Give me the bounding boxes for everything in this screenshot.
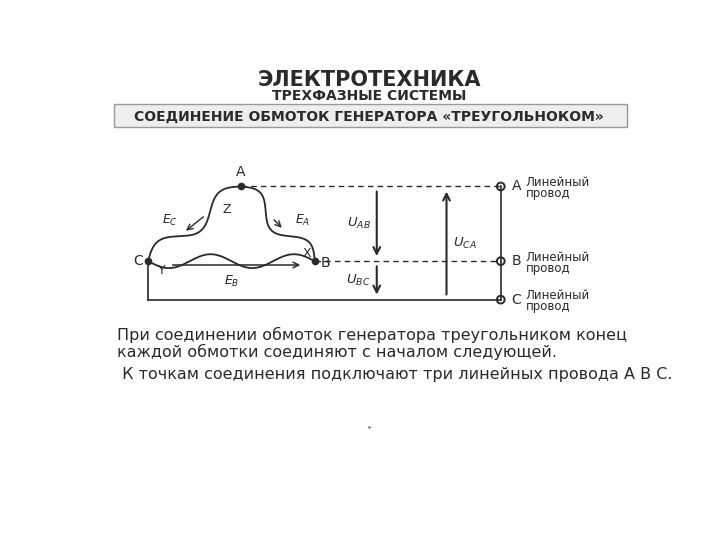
Text: провод: провод <box>526 261 570 274</box>
Text: B: B <box>512 254 521 268</box>
Text: ТРЕХФАЗНЫЕ СИСТЕМЫ: ТРЕХФАЗНЫЕ СИСТЕМЫ <box>272 89 466 103</box>
Text: $E_A$: $E_A$ <box>295 212 310 227</box>
FancyBboxPatch shape <box>114 104 627 127</box>
Text: Линейный: Линейный <box>526 176 590 189</box>
Text: Линейный: Линейный <box>526 289 590 302</box>
Text: $E_B$: $E_B$ <box>224 274 239 289</box>
Text: $U_{AB}$: $U_{AB}$ <box>347 216 371 231</box>
Text: Линейный: Линейный <box>526 251 590 264</box>
Text: К точкам соединения подключают три линейных провода А В С.: К точкам соединения подключают три линей… <box>117 367 672 382</box>
Text: $U_{BC}$: $U_{BC}$ <box>346 273 371 288</box>
Text: B: B <box>321 256 330 269</box>
Text: При соединении обмоток генератора треугольником конец: При соединении обмоток генератора треуго… <box>117 327 627 343</box>
Text: ЭЛЕКТРОТЕХНИКА: ЭЛЕКТРОТЕХНИКА <box>257 70 481 90</box>
Text: C: C <box>512 293 521 307</box>
Text: провод: провод <box>526 187 570 200</box>
Text: СОЕДИНЕНИЕ ОБМОТОК ГЕНЕРАТОРА «ТРЕУГОЛЬНОКОМ»: СОЕДИНЕНИЕ ОБМОТОК ГЕНЕРАТОРА «ТРЕУГОЛЬН… <box>134 110 604 123</box>
Text: A: A <box>236 165 246 179</box>
Text: каждой обмотки соединяют с началом следующей.: каждой обмотки соединяют с началом следу… <box>117 343 557 360</box>
Text: Z: Z <box>223 203 231 216</box>
Text: $E_C$: $E_C$ <box>161 212 178 227</box>
Text: X: X <box>302 247 311 260</box>
Text: Y: Y <box>158 264 166 277</box>
Text: $U_{CA}$: $U_{CA}$ <box>453 235 477 251</box>
Text: провод: провод <box>526 300 570 313</box>
Text: C: C <box>133 254 143 268</box>
Text: A: A <box>512 179 521 193</box>
